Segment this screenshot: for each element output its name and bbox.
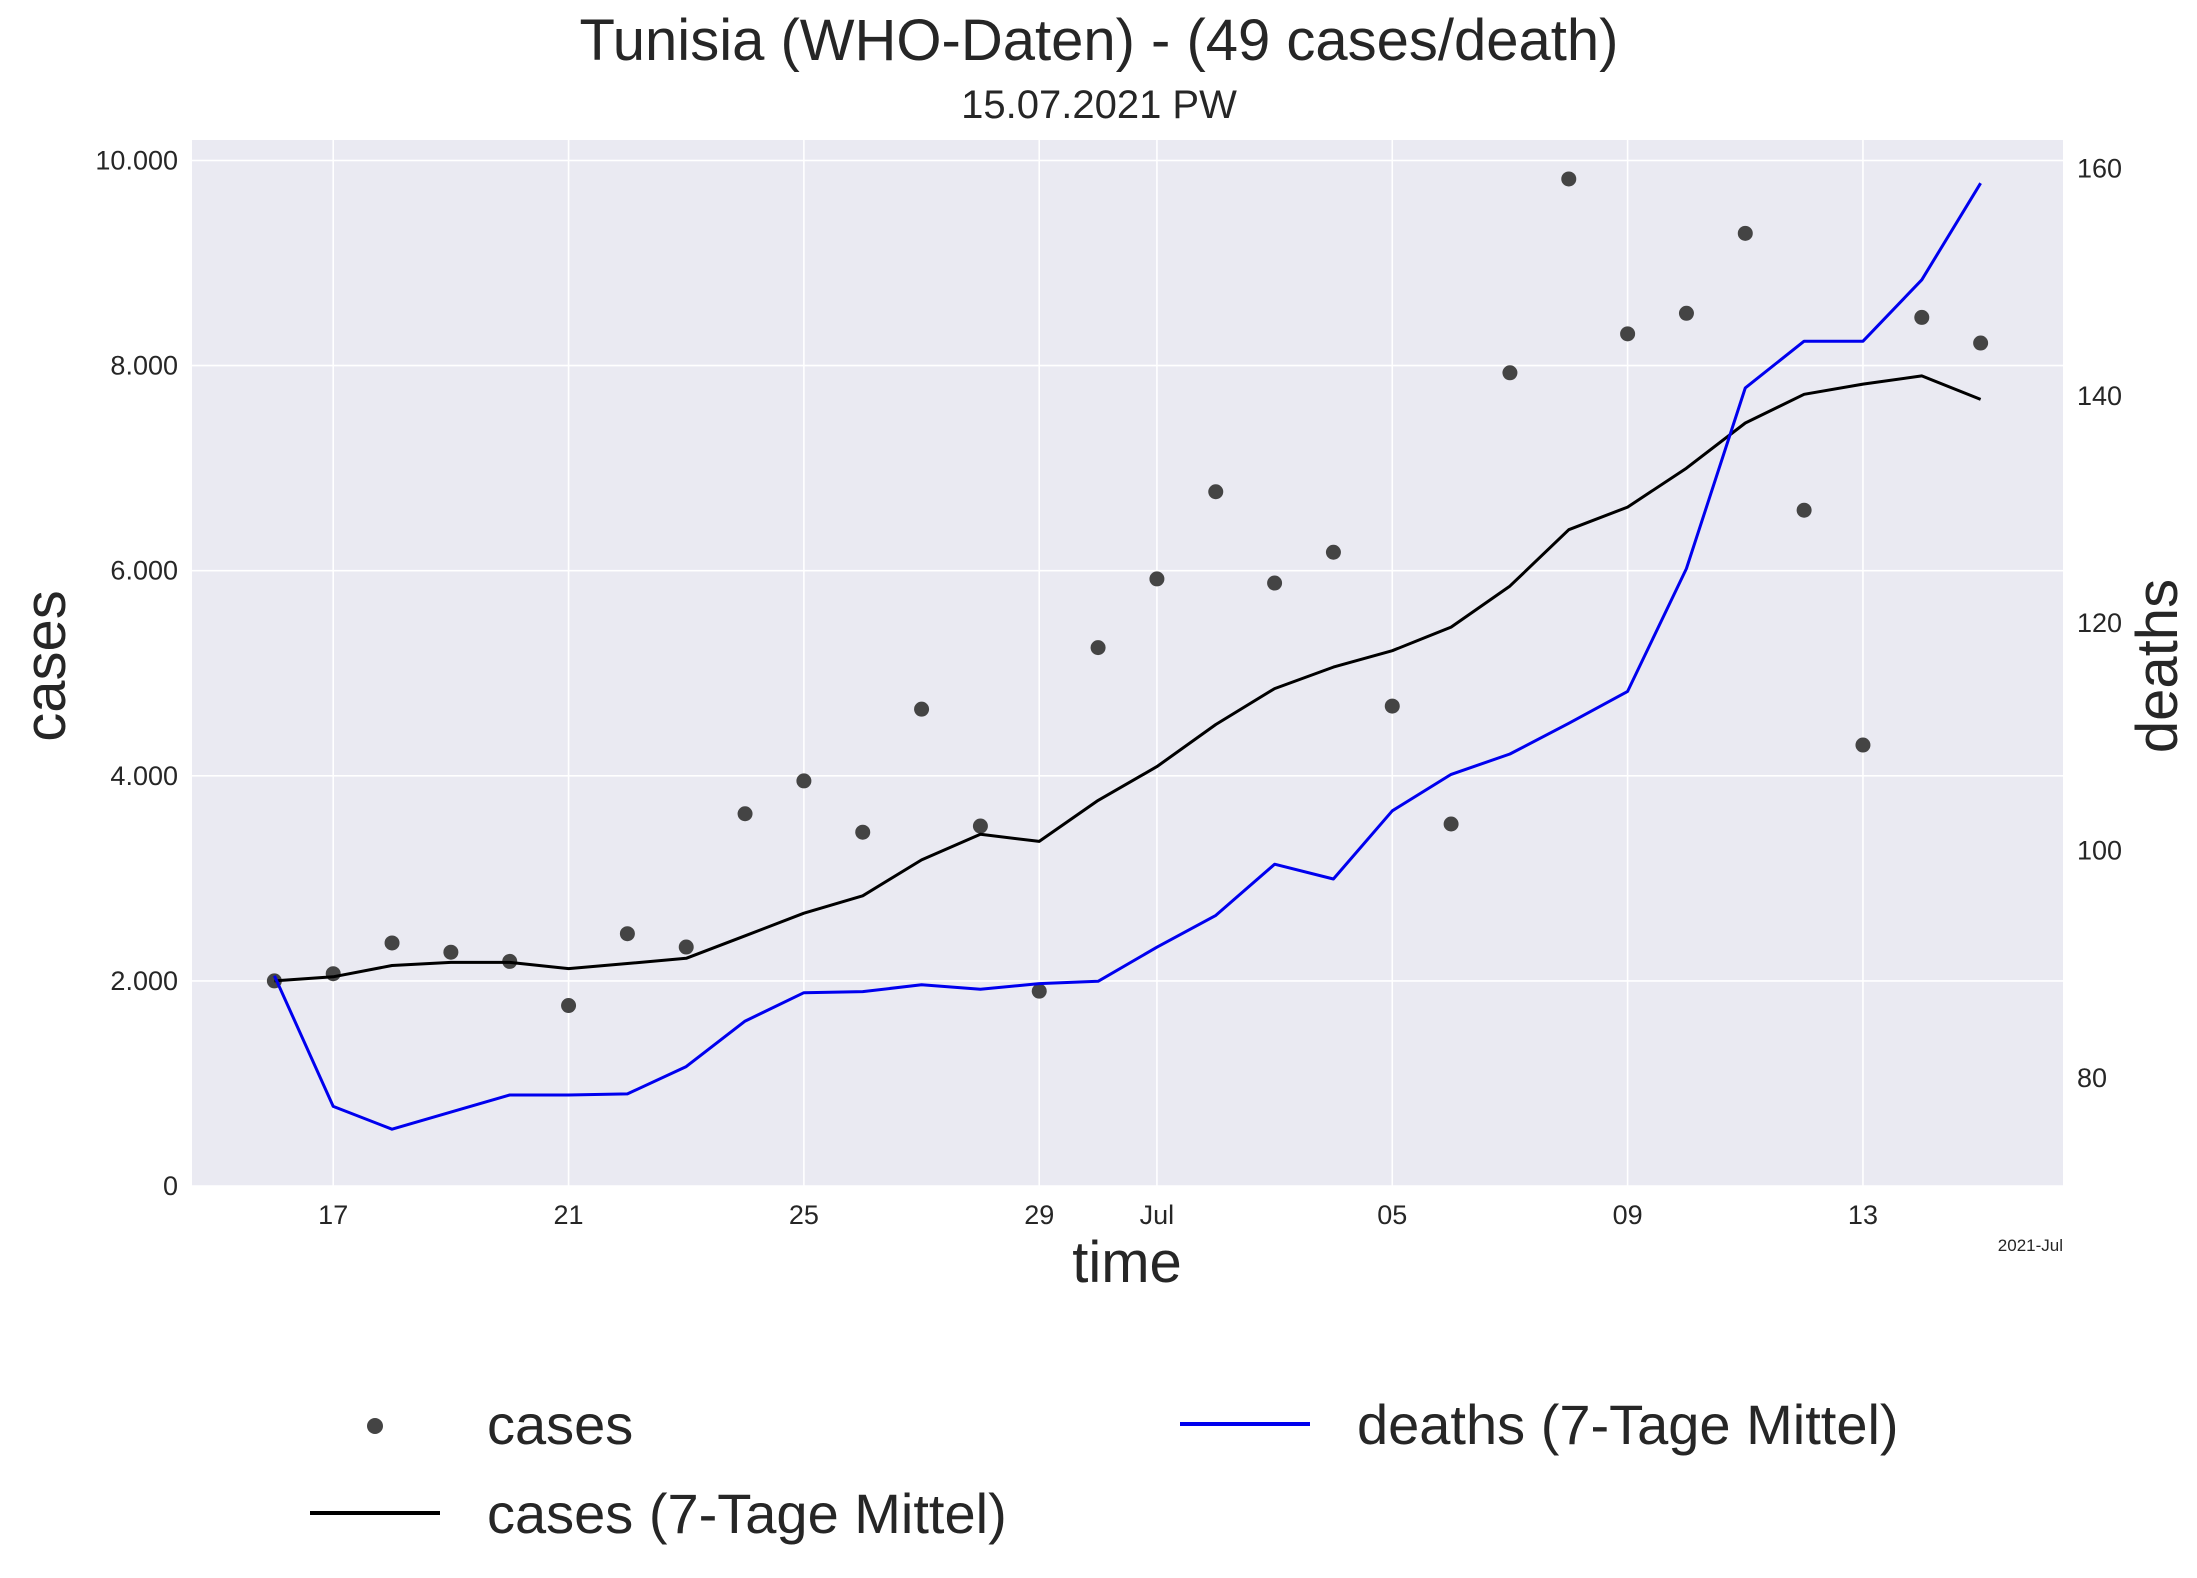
chart-title: Tunisia (WHO-Daten) - (49 cases/death) — [580, 8, 1619, 73]
right-axis: 80 100 120 140 160 — [2077, 153, 2122, 1093]
point-cases — [1149, 571, 1165, 587]
point-cases — [1384, 698, 1400, 714]
chart-subtitle: 15.07.2021 PW — [961, 83, 1237, 127]
plot-area — [192, 140, 2063, 1186]
point-cases — [1208, 484, 1224, 500]
point-cases — [1855, 737, 1871, 753]
legend-label-cases: cases — [487, 1393, 633, 1456]
y-left-tick-label: 10.000 — [95, 146, 178, 176]
point-cases — [325, 966, 341, 982]
point-cases — [1502, 365, 1518, 381]
point-cases — [972, 818, 988, 834]
x-axis: 17 21 25 29 Jul 05 09 13 — [318, 1200, 1878, 1230]
point-cases — [1031, 983, 1047, 999]
x-tick-label: 29 — [1024, 1200, 1054, 1230]
x-tick-label: 13 — [1848, 1200, 1878, 1230]
x-tick-label: 05 — [1377, 1200, 1407, 1230]
x-tick-label: 17 — [318, 1200, 348, 1230]
point-cases — [1796, 502, 1812, 518]
legend-label-cases-avg: cases (7-Tage Mittel) — [487, 1482, 1007, 1545]
data-marks — [266, 171, 1989, 1131]
legend-swatch-cases — [367, 1418, 383, 1434]
y-axis-left-label: cases — [13, 590, 78, 742]
point-cases — [384, 935, 400, 951]
point-cases — [1325, 544, 1341, 560]
gridlines — [192, 140, 2063, 1187]
point-cases — [561, 998, 577, 1014]
y-axis-right-label: deaths — [2125, 579, 2190, 753]
point-cases — [855, 824, 871, 840]
point-cases — [1973, 335, 1989, 351]
y-left-tick-label: 0 — [163, 1171, 178, 1201]
point-cases — [1620, 326, 1636, 342]
point-cases — [1090, 640, 1106, 656]
point-cases — [678, 939, 694, 955]
point-cases — [1561, 171, 1577, 187]
x-tick-label: 25 — [789, 1200, 819, 1230]
x-axis-label: time — [1072, 1230, 1182, 1295]
legend: cases cases (7-Tage Mittel) deaths (7-Ta… — [310, 1393, 1899, 1545]
line-cases-7day-avg — [274, 374, 1982, 983]
x-tick-label: Jul — [1140, 1200, 1175, 1230]
y-right-tick-label: 80 — [2077, 1063, 2107, 1093]
y-left-tick-label: 2.000 — [110, 966, 178, 996]
point-cases — [914, 701, 930, 717]
point-cases — [737, 806, 753, 822]
y-right-tick-label: 100 — [2077, 836, 2122, 866]
point-cases — [1678, 305, 1694, 321]
point-cases — [796, 773, 812, 789]
y-left-tick-label: 8.000 — [110, 351, 178, 381]
legend-label-deaths-avg: deaths (7-Tage Mittel) — [1357, 1393, 1899, 1456]
point-cases — [1737, 225, 1753, 241]
left-axis: 0 2.000 4.000 6.000 8.000 10.000 — [95, 146, 178, 1201]
point-cases — [1443, 816, 1459, 832]
x-tick-label: 21 — [554, 1200, 584, 1230]
y-right-tick-label: 120 — [2077, 608, 2122, 638]
y-left-tick-label: 4.000 — [110, 761, 178, 791]
y-left-tick-label: 6.000 — [110, 556, 178, 586]
y-right-tick-label: 160 — [2077, 153, 2122, 183]
x-tick-label: 09 — [1613, 1200, 1643, 1230]
point-cases — [1914, 309, 1930, 325]
x-offset-label: 2021-Jul — [1998, 1236, 2063, 1255]
y-right-tick-label: 140 — [2077, 381, 2122, 411]
line-deaths-7day-avg — [273, 182, 1982, 1131]
point-cases — [1267, 575, 1283, 591]
point-cases — [443, 944, 459, 960]
point-cases — [619, 926, 635, 942]
